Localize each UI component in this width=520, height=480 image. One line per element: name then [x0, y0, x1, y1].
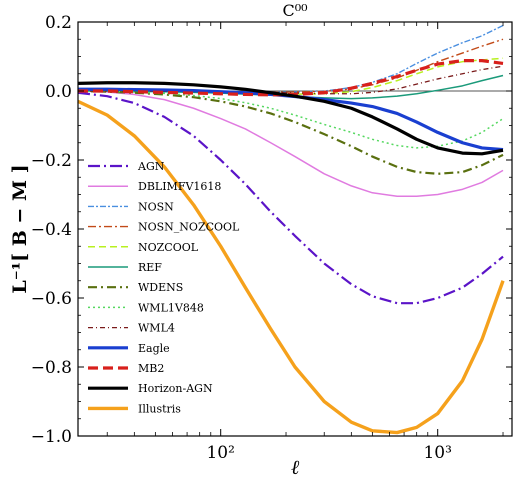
x-tick-label: 10²	[206, 443, 234, 463]
y-tick-label: −0.4	[31, 220, 72, 240]
x-tick-label: 10³	[423, 443, 451, 463]
legend-label: REF	[138, 261, 162, 274]
y-tick-label: 0.2	[45, 13, 72, 33]
legend-label: Illustris	[138, 402, 181, 415]
chart-title: C⁰⁰	[282, 1, 307, 20]
legend-label: Eagle	[138, 342, 170, 355]
legend-label: WDENS	[138, 281, 183, 294]
y-axis-label: L⁻¹[ B − M ]	[9, 164, 31, 293]
y-tick-label: −0.6	[31, 289, 72, 309]
series-line-wdens	[77, 89, 504, 175]
series-line-horizon-agn	[77, 81, 504, 156]
y-tick-label: −0.8	[31, 358, 72, 378]
series-line-dblimfv1618	[77, 90, 504, 197]
legend-label: Horizon-AGN	[138, 382, 213, 395]
series-line-agn	[77, 91, 504, 305]
legend-label: NOSN	[138, 200, 174, 213]
legend-label: WML4	[138, 322, 175, 335]
legend-label: MB2	[138, 362, 164, 375]
y-tick-label: −0.2	[31, 151, 72, 171]
legend-label: NOSN_NOZCOOL	[138, 221, 240, 234]
legend-label: NOZCOOL	[138, 241, 199, 254]
x-axis-label: ℓ	[291, 455, 300, 479]
series-line-mb2	[78, 59, 504, 97]
y-tick-label: 0.0	[45, 82, 72, 102]
plot-area: 0.2 0.0 −0.2 −0.4 −0.6 −0.8 −1.0 10² 10³	[31, 13, 513, 463]
legend: AGN DBLIMFV1618 NOSN NOSN_NOZCOOL NOZCOOL REF…	[88, 160, 240, 415]
y-tick-label: −1.0	[31, 427, 72, 447]
legend-label: WML1V848	[138, 301, 204, 314]
legend-label: DBLIMFV1618	[138, 180, 221, 193]
legend-label: AGN	[137, 160, 165, 173]
series-line-illustris	[77, 99, 505, 435]
